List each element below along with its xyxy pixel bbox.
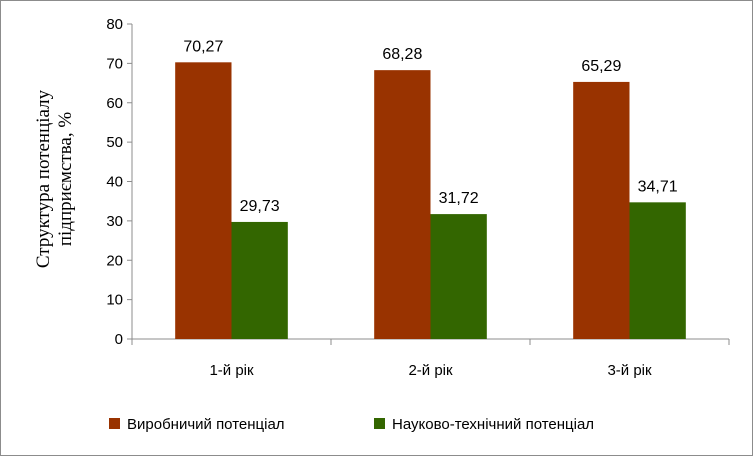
- bar: [175, 62, 232, 339]
- data-label: 34,71: [638, 178, 678, 195]
- y-tick-label: 70: [106, 55, 123, 72]
- legend-swatch-science-tech: [374, 418, 385, 429]
- bar: [629, 202, 686, 339]
- plot-area: 0 10 20 30 40 50 60 70 80 70,27 29,73 1-й рік 68,28 3…: [106, 16, 730, 379]
- y-tick-label: 80: [106, 16, 123, 33]
- y-tick-label: 50: [106, 134, 123, 151]
- y-tick-label: 0: [115, 331, 123, 348]
- x-category-label: 2-й рік: [408, 362, 453, 379]
- x-category-label: 3-й рік: [607, 362, 652, 379]
- bar: [573, 81, 630, 339]
- data-label: 31,72: [439, 190, 479, 207]
- legend-swatch-production: [109, 418, 120, 429]
- data-label: 29,73: [240, 198, 280, 215]
- legend: Виробничий потенціал Науково-технічний п…: [109, 416, 594, 433]
- y-tick-label: 20: [106, 252, 123, 269]
- y-tick-label: 30: [106, 213, 123, 230]
- y-axis-title-line-2: підприємства, %: [55, 112, 76, 247]
- data-label: 65,29: [581, 58, 621, 75]
- data-label: 70,27: [183, 38, 223, 55]
- data-label: 68,28: [382, 46, 422, 63]
- legend-label-science-tech: Науково-технічний потенціал: [392, 416, 594, 433]
- y-tick-label: 40: [106, 174, 123, 191]
- y-axis-title-line-1: Структура потенціалу: [33, 89, 54, 268]
- bar: [374, 70, 431, 340]
- y-tick-label: 10: [106, 292, 123, 309]
- x-category-label: 1-й рік: [209, 362, 254, 379]
- bar: [430, 214, 487, 339]
- y-tick-label: 60: [106, 95, 123, 112]
- legend-label-production: Виробничий потенціал: [127, 416, 285, 433]
- y-axis-title: Структура потенціалу підприємства, %: [33, 89, 76, 268]
- bar: [231, 221, 288, 339]
